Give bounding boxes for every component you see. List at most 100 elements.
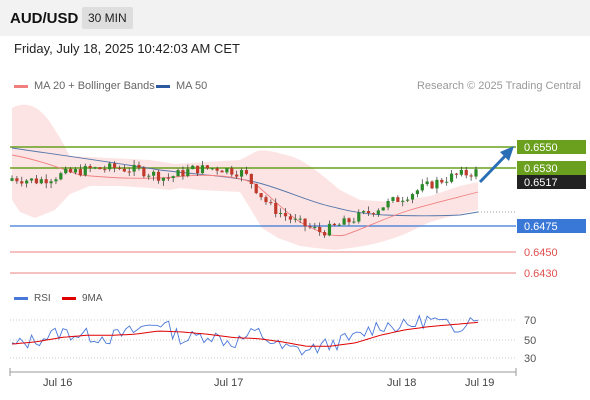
candle-body	[230, 168, 234, 175]
candle-body	[293, 218, 297, 220]
candle-body	[464, 169, 468, 176]
candle-body	[244, 170, 249, 174]
tag-resistance-2: 0.6550	[517, 140, 586, 154]
candle-body	[152, 171, 156, 176]
candle-body	[391, 197, 395, 201]
legend-swatch-ma50	[156, 84, 170, 88]
candle-body	[318, 226, 322, 233]
candle-body	[166, 177, 170, 179]
tag-current-text: 0.6517	[524, 177, 558, 189]
tag-support-1: 0.6475	[517, 219, 586, 233]
candle-body	[29, 178, 34, 181]
tag-resistance-2-text: 0.6550	[524, 142, 558, 154]
tag-resistance-1-text: 0.6530	[524, 163, 558, 175]
candle-body	[225, 168, 229, 173]
candle-body	[64, 168, 68, 174]
candle-body	[44, 179, 48, 184]
top-bar: AUD/USD 30 MIN	[0, 0, 590, 36]
candle-body	[220, 170, 224, 173]
tag-support-1-bg	[517, 219, 586, 233]
rsi-label-50: 50	[524, 335, 536, 347]
candle-body	[108, 163, 112, 170]
candle-body	[376, 210, 380, 215]
candle-body	[357, 212, 361, 222]
candle-body	[342, 218, 346, 225]
candle-body	[196, 165, 200, 174]
candle-body	[440, 179, 444, 183]
candle-body	[435, 179, 439, 189]
candle-body	[156, 171, 161, 181]
arrow-head-icon	[500, 146, 514, 161]
tag-current-bg	[517, 175, 586, 189]
x-label-jul17: Jul 17	[214, 377, 243, 389]
candle-body	[313, 226, 317, 228]
candle-body	[54, 179, 58, 182]
rsi-9ma-legend-swatch	[62, 297, 76, 300]
candle-body	[259, 193, 263, 198]
candle-body	[406, 199, 410, 201]
x-label-jul16: Jul 16	[43, 377, 72, 389]
candle-body	[298, 218, 302, 220]
tag-support-1-text: 0.6475	[524, 221, 558, 233]
candle-body	[161, 177, 166, 181]
candle-body	[362, 211, 366, 213]
timeframe-button[interactable]: 30 MIN	[82, 7, 133, 29]
candle-body	[127, 171, 131, 173]
candle-body	[59, 173, 63, 180]
candle-body	[98, 167, 102, 170]
candle-body	[20, 181, 24, 184]
candle-body	[73, 169, 78, 173]
candle-body	[49, 181, 53, 184]
rsi-legend-label: RSI	[34, 293, 51, 304]
candle-body	[176, 170, 180, 177]
x-label-jul19: Jul 19	[465, 377, 494, 389]
candle-body	[239, 170, 244, 177]
candle-body	[137, 164, 141, 168]
tag-resistance-2-bg	[517, 140, 586, 154]
candle-body	[425, 181, 429, 185]
projection-arrow	[478, 151, 510, 184]
rsi-legend-swatch	[14, 297, 28, 300]
candle-body	[322, 232, 327, 236]
legend-label-ma50: MA 50	[176, 80, 208, 92]
candle-body	[215, 168, 219, 171]
candle-body	[15, 178, 19, 182]
rsi-label-30: 30	[524, 353, 536, 365]
legend-label-ma20: MA 20 + Bollinger Bands	[34, 80, 155, 92]
symbol-title: AUD/USD	[10, 10, 79, 27]
candle-body	[147, 175, 151, 177]
candle-body	[205, 165, 209, 169]
candle-body	[78, 169, 82, 176]
candle-body	[191, 165, 195, 170]
candle-body	[430, 181, 434, 189]
candle-body	[352, 221, 356, 223]
candle-body	[181, 170, 185, 177]
candle-body	[327, 223, 332, 236]
candle-body	[415, 190, 419, 195]
candle-body	[420, 184, 424, 191]
candle-body	[34, 178, 39, 184]
candle-body	[332, 223, 336, 226]
candle-body	[288, 216, 292, 220]
candle-body	[449, 173, 454, 182]
candle-body	[410, 194, 415, 200]
rsi-9ma-legend-label: 9MA	[82, 293, 103, 304]
candle-body	[445, 181, 449, 183]
ma20-line	[11, 154, 479, 237]
candle-body	[474, 169, 478, 177]
candle-body	[122, 168, 126, 172]
candle-body	[386, 200, 390, 208]
rsi-label-70: 70	[524, 315, 536, 327]
candle-body	[210, 168, 214, 170]
candle-body	[83, 166, 87, 176]
candle-body	[337, 224, 341, 226]
candle-body	[347, 218, 351, 223]
candle-body	[235, 174, 239, 177]
tag-support-2-text: 0.6450	[524, 247, 558, 259]
candle-body	[454, 173, 459, 175]
candle-body	[366, 211, 371, 214]
candle-body	[469, 175, 473, 177]
candlestick-series	[10, 160, 478, 238]
candle-body	[103, 169, 107, 171]
